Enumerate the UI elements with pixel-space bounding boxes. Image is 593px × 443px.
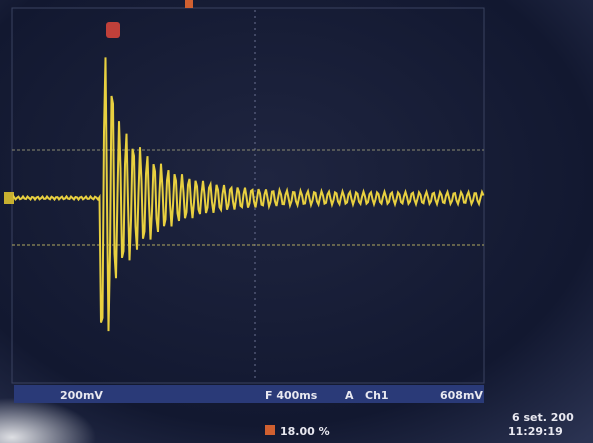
- date: 6 set. 200: [512, 411, 574, 424]
- time: 11:29:19: [508, 425, 563, 438]
- trigger-marker: [106, 22, 120, 38]
- channel-marker: [4, 192, 14, 204]
- trigger-position: 18.00 %: [280, 425, 330, 438]
- trigger-source: Ch1: [365, 389, 389, 402]
- trigger-level: 608mV: [440, 389, 483, 402]
- trigger-pos-marker: [185, 0, 193, 8]
- oscilloscope-photo: 200mV F 400ms A Ch1 608mV 18.00 % 6 set.…: [0, 0, 593, 443]
- time-per-div: F 400ms: [265, 389, 318, 402]
- volts-per-div: 200mV: [60, 389, 103, 402]
- position-icon: [265, 425, 275, 435]
- trigger-mode: A: [345, 389, 354, 402]
